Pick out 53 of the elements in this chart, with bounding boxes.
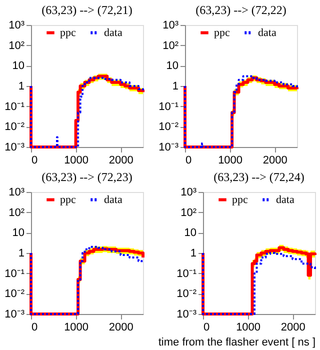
y-tick-label: 10 [12,227,24,240]
x-tick-label: 1000 [64,154,89,166]
legend-label: data [258,26,276,39]
y-tick-label: 10⁻² [158,121,179,134]
legend-label: data [104,26,122,39]
y-tick-label: 10⁻² [176,288,197,300]
legend-label: data [276,194,294,206]
y-tick-label: 10⁻¹ [176,268,197,280]
y-tick-label: 10⁻¹ [4,100,25,113]
y-tick-label: 10⁻³ [176,308,197,320]
y-tick-label: 10⁻³ [4,308,25,320]
chart-title: (63,23) --> (72,24) [214,170,304,184]
x-tick-label: 1000 [64,322,89,334]
legend-label: ppc [60,194,76,206]
y-tick-label: 10³ [8,186,25,198]
legend-label: data [104,194,122,206]
y-tick-label: 10⁻² [4,121,25,134]
x-tick-label: 0 [186,154,192,166]
y-tick-label: 10² [8,206,25,219]
x-tick-label: 2000 [280,322,306,334]
y-tick-label: 10 [166,60,178,72]
y-tick-label: 1 [18,248,24,260]
y-tick-label: 10³ [180,186,197,198]
x-tick-label: 2000 [262,154,288,166]
y-tick-label: 10⁻¹ [158,100,179,113]
x-tick-label: 1000 [236,322,261,334]
y-tick-label: 10⁻¹ [4,268,25,280]
x-tick-label: 1000 [218,154,243,166]
y-tick-label: 10⁻³ [4,142,25,154]
x-tick-label: 2000 [108,154,134,166]
y-tick-label: 10² [180,206,197,219]
y-tick-label: 10⁻² [4,288,25,300]
y-tick-label: 10² [8,40,25,52]
legend-label: ppc [60,26,76,39]
x-tick-label: 0 [204,322,210,334]
y-tick-label: 1 [172,80,178,92]
y-tick-label: 10 [12,60,24,72]
y-tick-label: 10³ [162,20,179,32]
x-axis-title: time from the flasher event [ ns ] [158,336,316,348]
chart-title: (63,23) --> (72,22) [196,3,286,17]
x-tick-label: 0 [32,154,38,166]
y-tick-label: 10² [162,40,179,52]
y-tick-label: 1 [190,248,196,260]
x-tick-label: 0 [32,322,38,334]
y-tick-label: 1 [18,80,24,92]
legend-label: ppc [232,194,248,206]
chart-title: (63,23) --> (72,21) [42,3,132,17]
x-tick-label: 2000 [108,322,134,334]
y-tick-label: 10⁻³ [158,142,179,154]
y-tick-label: 10³ [8,20,25,32]
chart-title: (63,23) --> (72,23) [42,170,132,184]
y-tick-label: 10 [184,227,196,240]
legend-label: ppc [214,26,230,39]
